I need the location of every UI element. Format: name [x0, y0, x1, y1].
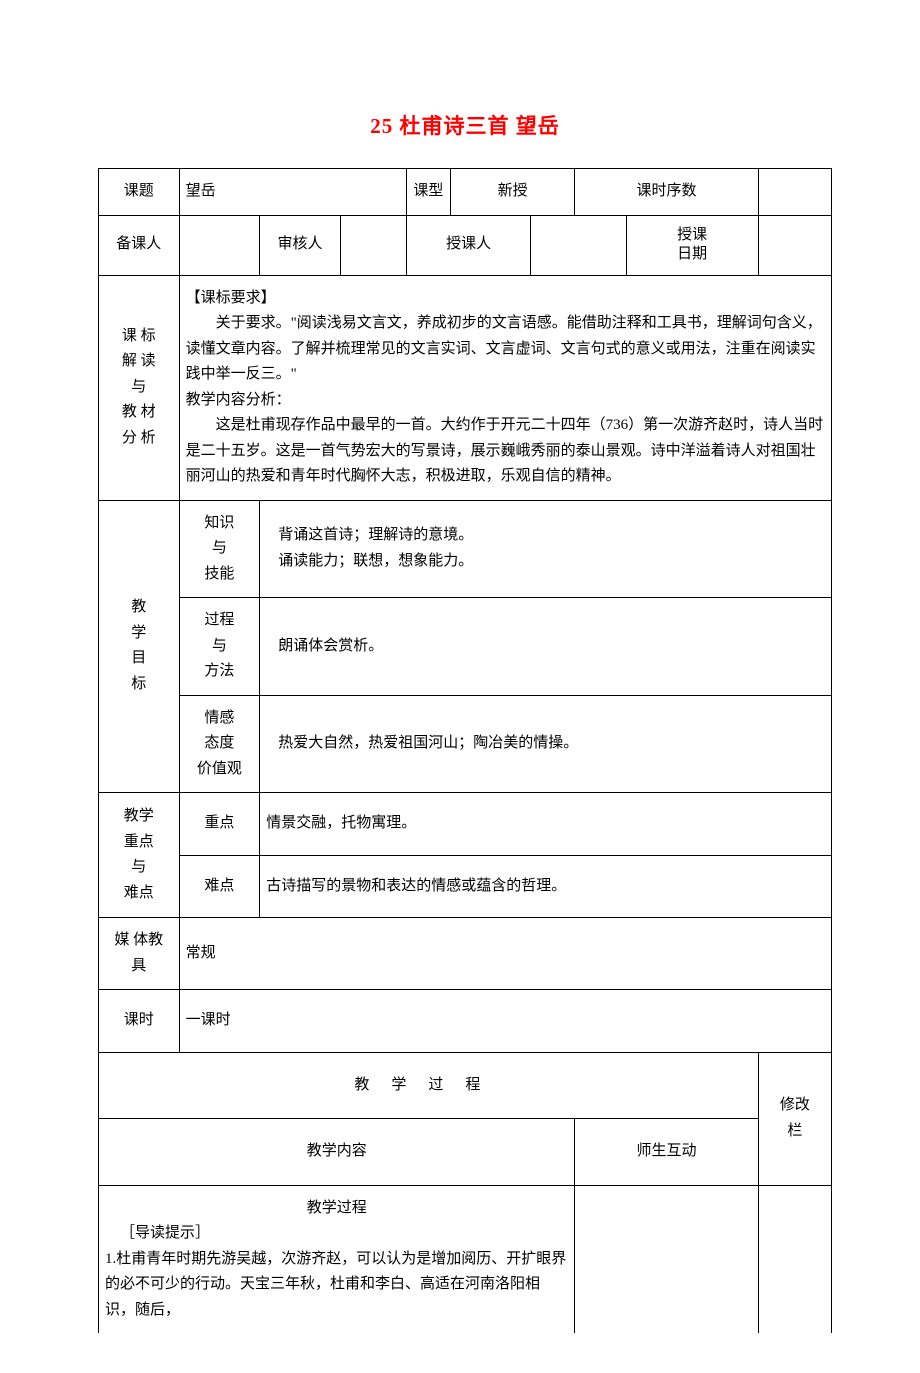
- process-body-text: 1.杜甫青年时期先游吴越，次游齐赵，可以认为是增加阅历、开扩眼界的必不可少的行动…: [105, 1247, 568, 1324]
- keypoint-content: 情景交融，托物寓理。: [260, 793, 832, 856]
- table-row: 媒 体教 具 常规: [99, 918, 832, 990]
- process-section-title: 教学过程: [99, 1052, 759, 1119]
- objective-sub: 情感 态度 价值观: [179, 695, 260, 793]
- label-line: 态度: [186, 731, 254, 757]
- process-body-title: 教学过程: [105, 1196, 568, 1222]
- objective-content: 热爱大自然，热爱祖国河山；陶冶美的情操。: [260, 695, 832, 793]
- label-line: 难点: [105, 881, 173, 907]
- table-row: 教学过程 修改 栏: [99, 1052, 832, 1119]
- label-reviewer: 审核人: [260, 215, 341, 275]
- table-row: 课时 一课时: [99, 990, 832, 1053]
- label-date: 授课 日期: [626, 215, 758, 275]
- label-line: 价值观: [186, 757, 254, 783]
- media-value: 常规: [179, 918, 831, 990]
- label-line: 与: [105, 375, 173, 401]
- standards-text: 这是杜甫现存作品中最早的一首。大约作于开元二十四年（736）第一次游齐赵时，诗人…: [186, 413, 825, 490]
- label-line: 分 析: [105, 426, 173, 452]
- standards-text: 关于要求。"阅读浅易文言文，养成初步的文言语感。能借助注释和工具书，理解词句含义…: [186, 311, 825, 388]
- label-line: 教: [105, 595, 173, 621]
- label-line: 解 读: [105, 349, 173, 375]
- label-line: 目: [105, 646, 173, 672]
- objective-sub: 知识 与 技能: [179, 500, 260, 598]
- label-modify-col: 修改 栏: [758, 1052, 831, 1185]
- table-row: 过程 与 方法 朗诵体会赏析。: [99, 598, 832, 696]
- label-line: 具: [105, 954, 173, 980]
- keypoint-sub: 重点: [179, 793, 260, 856]
- table-row: 课题 望岳 课型 新授 课时序数: [99, 169, 832, 216]
- table-row: 难点 古诗描写的景物和表达的情感或蕴含的哲理。: [99, 855, 832, 918]
- table-row: 教学过程 ［导读提示］ 1.杜甫青年时期先游吴越，次游齐赵，可以认为是增加阅历、…: [99, 1185, 832, 1333]
- label-line: 课 标: [105, 324, 173, 350]
- keypoint-sub: 难点: [179, 855, 260, 918]
- label-period: 课时: [99, 990, 180, 1053]
- table-row: 教学内容 师生互动: [99, 1119, 832, 1186]
- process-modify: [758, 1185, 831, 1333]
- label-objectives: 教 学 目 标: [99, 500, 180, 793]
- value-topic: 望岳: [179, 169, 406, 216]
- label-media: 媒 体教 具: [99, 918, 180, 990]
- value-teacher: [531, 215, 626, 275]
- label-line: 与: [186, 536, 254, 562]
- label-line: 教学: [105, 804, 173, 830]
- label-line: 情感: [186, 706, 254, 732]
- objective-line: 热爱大自然，热爱祖国河山；陶冶美的情操。: [278, 731, 825, 757]
- period-value: 一课时: [179, 990, 831, 1053]
- table-row: 教学 重点 与 难点 重点 情景交融，托物寓理。: [99, 793, 832, 856]
- process-content: 教学过程 ［导读提示］ 1.杜甫青年时期先游吴越，次游齐赵，可以认为是增加阅历、…: [99, 1185, 575, 1333]
- objective-line: 诵读能力；联想，想象能力。: [278, 549, 825, 575]
- label-interact-col: 师生互动: [575, 1119, 758, 1186]
- objective-content: 朗诵体会赏析。: [260, 598, 832, 696]
- label-line: 栏: [765, 1119, 825, 1145]
- table-row: 教 学 目 标 知识 与 技能 背诵这首诗；理解诗的意境。 诵读能力；联想，想象…: [99, 500, 832, 598]
- keypoint-content: 古诗描写的景物和表达的情感或蕴含的哲理。: [260, 855, 832, 918]
- label-content-col: 教学内容: [99, 1119, 575, 1186]
- label-keypoints: 教学 重点 与 难点: [99, 793, 180, 918]
- label-line: 知识: [186, 511, 254, 537]
- label-line: 与: [105, 855, 173, 881]
- label-line: 技能: [186, 562, 254, 588]
- label-line: 与: [186, 634, 254, 660]
- process-interact: [575, 1185, 758, 1333]
- label-topic: 课题: [99, 169, 180, 216]
- label-type: 课型: [406, 169, 450, 216]
- process-body-sub: ［导读提示］: [105, 1221, 568, 1247]
- value-reviewer: [340, 215, 406, 275]
- table-row: 情感 态度 价值观 热爱大自然，热爱祖国河山；陶冶美的情操。: [99, 695, 832, 793]
- standards-heading: 教学内容分析：: [186, 388, 825, 414]
- label-line: 标: [105, 672, 173, 698]
- label-period-seq: 课时序数: [575, 169, 758, 216]
- objective-line: 朗诵体会赏析。: [278, 634, 825, 660]
- table-row: 备课人 审核人 授课人 授课 日期: [99, 215, 832, 275]
- table-row: 课 标 解 读 与 教 材 分 析 【课标要求】 关于要求。"阅读浅易文言文，养…: [99, 275, 832, 500]
- value-type: 新授: [450, 169, 575, 216]
- label-preparer: 备课人: [99, 215, 180, 275]
- label-line: 教 材: [105, 400, 173, 426]
- lesson-plan-table: 课题 望岳 课型 新授 课时序数 备课人 审核人 授课人 授课 日期 课 标 解…: [98, 168, 832, 1333]
- objective-line: 背诵这首诗；理解诗的意境。: [278, 523, 825, 549]
- label-line: 修改: [765, 1093, 825, 1119]
- label-line: 重点: [105, 830, 173, 856]
- label-line: 学: [105, 621, 173, 647]
- value-preparer: [179, 215, 260, 275]
- value-period-seq: [758, 169, 831, 216]
- page-title: 25 杜甫诗三首 望岳: [98, 110, 832, 140]
- label-standards: 课 标 解 读 与 教 材 分 析: [99, 275, 180, 500]
- standards-heading: 【课标要求】: [186, 286, 825, 312]
- standards-body: 【课标要求】 关于要求。"阅读浅易文言文，养成初步的文言语感。能借助注释和工具书…: [179, 275, 831, 500]
- value-date: [758, 215, 831, 275]
- objective-sub: 过程 与 方法: [179, 598, 260, 696]
- label-line: 过程: [186, 608, 254, 634]
- label-line: 方法: [186, 659, 254, 685]
- label-line: 媒 体教: [105, 928, 173, 954]
- objective-content: 背诵这首诗；理解诗的意境。 诵读能力；联想，想象能力。: [260, 500, 832, 598]
- label-teacher: 授课人: [406, 215, 531, 275]
